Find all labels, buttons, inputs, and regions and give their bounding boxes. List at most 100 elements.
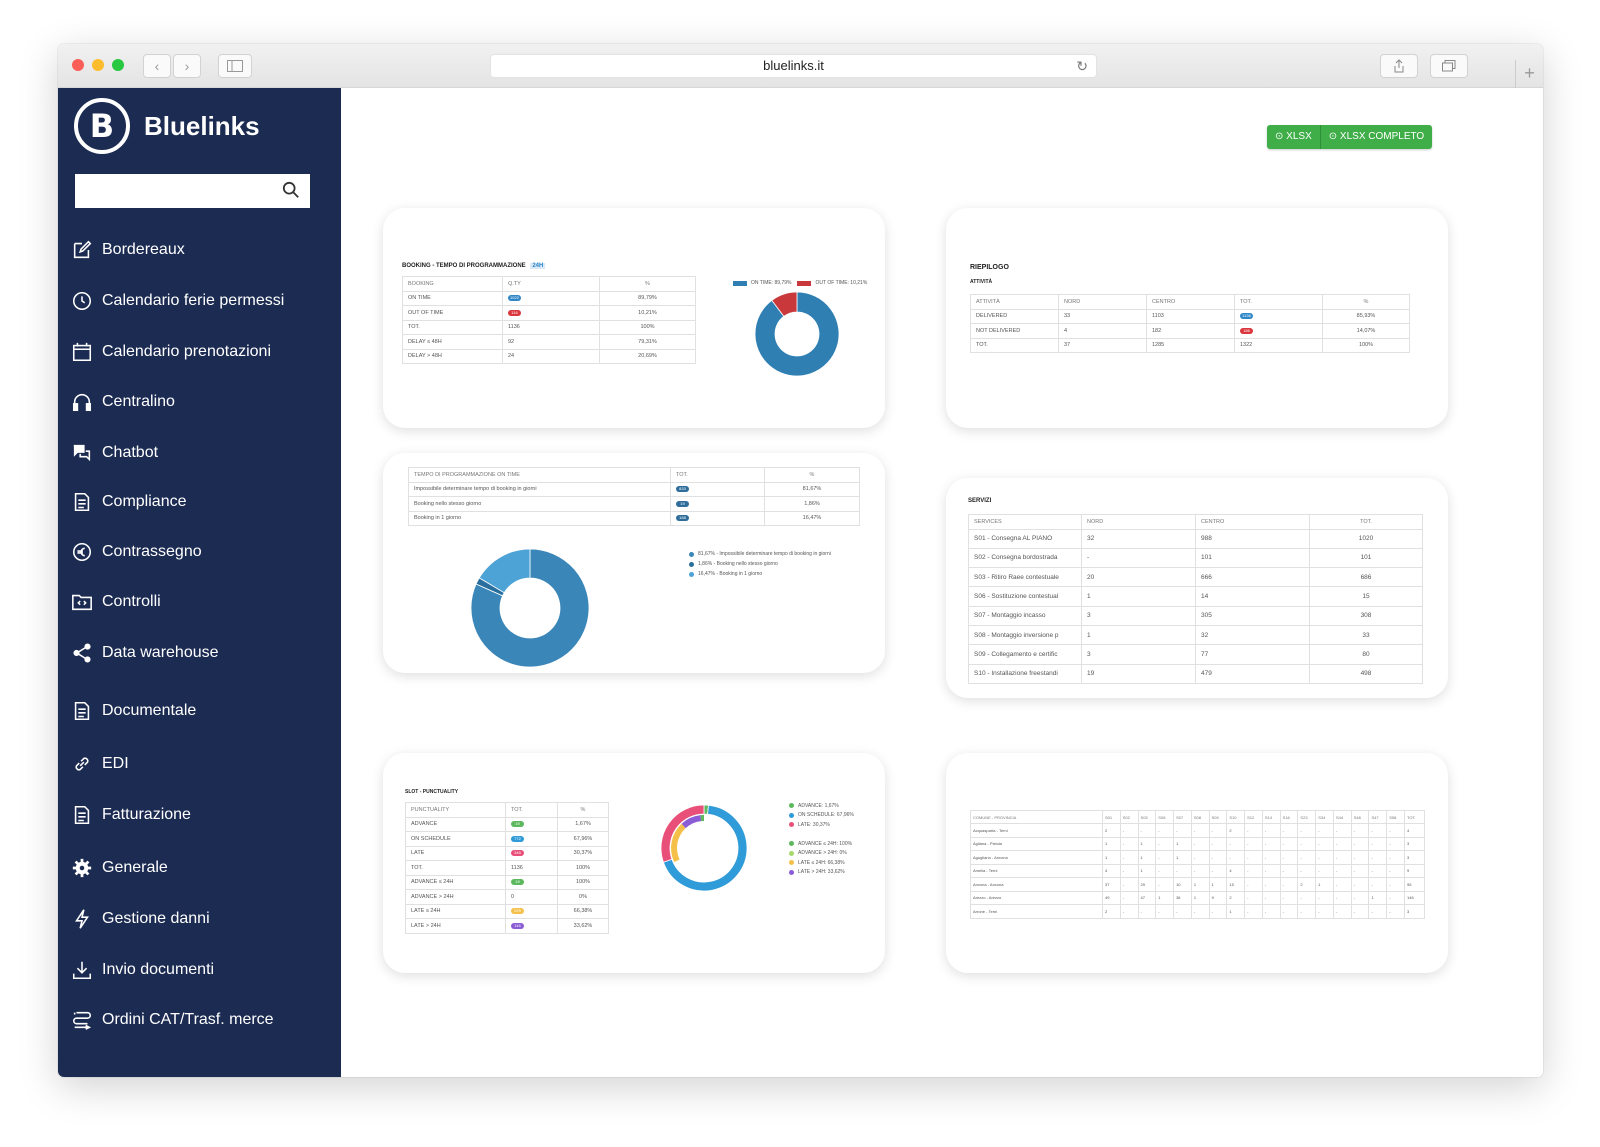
value-cell: - [1315,863,1334,878]
sidebar-item-label: Gestione danni [102,910,210,927]
xlsx-button[interactable]: ⊙ XLSX [1267,125,1321,149]
sidebar-item-chatbot[interactable]: Chatbot [70,441,158,465]
forward-button[interactable]: › [173,54,201,78]
sidebar-item-bordereaux[interactable]: Bordereaux [70,238,185,262]
value-cell: 2 [1102,823,1121,838]
search-icon[interactable] [282,181,300,199]
sidebar-item-label: Invio documenti [102,961,215,978]
sidebar-item-edi[interactable]: EDI [70,752,129,776]
minimize-window-button[interactable] [92,59,104,71]
back-button[interactable]: ‹ [143,54,171,78]
legend-item[interactable]: ON SCHEDULE: 67,96% [789,811,854,821]
sidebar-item-label: Centralino [102,393,175,410]
download-circle-icon: ⊙ [1328,131,1340,142]
value-cell: - [1350,904,1370,919]
tot-cell: 833 [670,481,765,497]
value-cell: - [1261,904,1281,919]
legend-item[interactable]: ADVANCE > 24H: 0% [789,849,852,859]
xlsx-button-label: XLSX [1286,131,1312,142]
legend-label: LATE > 24H: 33,62% [798,869,845,876]
table-header: S06 [1155,810,1175,824]
tot-cell: 19 [505,874,558,890]
slot-outer-donut-slice[interactable] [661,805,705,863]
share-button[interactable] [1380,54,1418,78]
sidebar-item-compliance[interactable]: Compliance [70,490,186,514]
sidebar-item-calendario-prenotazioni[interactable]: Calendario prenotazioni [70,340,271,364]
row-label: Agliana - Pistoia [970,836,1103,851]
reload-icon[interactable]: ↻ [1076,58,1088,74]
brand[interactable]: B Bluelinks [74,98,260,154]
booking-donut-slice[interactable] [755,292,839,376]
sidebar: B Bluelinks Bordereaux Calendario ferie … [58,88,341,1077]
legend-item[interactable]: ADVANCE ≤ 24H: 100% [789,839,852,849]
legend-item[interactable]: 1,86% - Booking nello stesso giorno [689,559,831,569]
sidebar-item-calendario-ferie[interactable]: Calendario ferie permessi [70,289,284,313]
address-bar[interactable]: bluelinks.it ↻ [490,54,1097,78]
legend-item[interactable]: LATE: 30,37% [789,820,854,830]
sidebar-item-documentale[interactable]: Documentale [70,699,196,723]
value-cell: 2 [1226,823,1246,838]
sidebar-item-data-warehouse[interactable]: Data warehouse [70,641,219,665]
slot-inner-donut-slice[interactable] [700,815,704,822]
value-cell: - [1190,823,1210,838]
table-row: S09 - Collegamento e certific 3 77 80 [968,644,1423,665]
sidebar-item-label: Controlli [102,593,161,610]
value-cell: 1 [1315,877,1334,892]
sidebar-item-label: Ordini CAT/Trasf. merce [102,1011,274,1028]
value-cell: - [1244,863,1263,878]
sidebar-item-fatturazione[interactable]: Fatturazione [70,803,191,827]
value-cell: 4 [1102,863,1121,878]
sidebar-item-centralino[interactable]: Centralino [70,390,175,414]
tabs-button[interactable] [1430,54,1468,78]
slot-inner-donut-slice[interactable] [681,815,702,829]
table-row: Agliana - Pistoia 1-1-1- - - - - - - - - - - -3 [970,836,1425,851]
slot-card: SLOT - PUNCTUALITY PUNCTUALITY TOT. % AD… [383,753,885,973]
row-label: ON TIME [402,290,503,306]
maximize-window-button[interactable] [112,59,124,71]
row-label: DELAY > 48H [402,348,503,364]
row-label: Agugliano - Ancona [970,850,1103,865]
value-cell: - [1297,836,1317,851]
row-label: ADVANCE ≤ 24H [405,874,506,890]
table-row: DELIVERED 33 1103 1136 85,93% [970,308,1410,324]
legend-item[interactable]: LATE ≤ 24H: 66,38% [789,858,852,868]
row-label: ADVANCE > 24H [405,889,506,905]
sidebar-item-invio-documenti[interactable]: Invio documenti [70,958,214,982]
servizi-title: SERVIZI [968,498,992,504]
legend-item[interactable]: 81,67% - Impossibile determinare tempo d… [689,549,831,559]
legend-item[interactable]: ADVANCE: 1,67% [789,801,854,811]
value-cell: - [1350,877,1370,892]
table-header: PUNCTUALITY [405,802,506,818]
booking-donut-slice[interactable] [771,292,798,317]
table-row: Booking in 1 giorno 168 16,47% [408,510,860,526]
sidebar-item-controlli[interactable]: Controlli [70,590,161,614]
legend-item[interactable]: ON TIME: 89,79% [733,278,791,288]
xlsx-completo-button[interactable]: ⊙ XLSX COMPLETO [1320,125,1433,149]
browser-titlebar: ‹ › bluelinks.it ↻ + [58,44,1543,88]
close-window-button[interactable] [72,59,84,71]
legend-item[interactable]: LATE > 24H: 33,62% [789,868,852,878]
centro-cell: 32 [1195,624,1310,646]
nord-cell: 1 [1081,586,1196,607]
slot-inner-donut-slice[interactable] [671,823,686,863]
sidebar-toggle-button[interactable] [218,54,252,78]
value-cell: 49 [1102,890,1121,905]
brand-name: Bluelinks [144,110,260,141]
legend-swatch [689,561,694,567]
sidebar-item-gestione-danni[interactable]: Gestione danni [70,907,210,931]
table-header: S58 [1386,810,1406,824]
value-cell: - [1279,863,1299,878]
tempo-donut-slice[interactable] [478,549,531,594]
riepilogo-title: RIEPILOGO [970,264,1009,271]
table-header: NORD [1058,294,1147,310]
value-cell: - [1279,877,1299,892]
legend-item[interactable]: OUT OF TIME: 10,21% [797,278,867,288]
tempo-donut-slice[interactable] [471,549,589,667]
legend-item[interactable]: 16,47% - Booking in 1 giorno [689,569,831,579]
sidebar-item-contrassegno[interactable]: Contrassegno [70,540,202,564]
search-input[interactable] [75,174,275,208]
sidebar-item-ordini[interactable]: Ordini CAT/Trasf. merce [70,1008,274,1032]
sidebar-item-generale[interactable]: Generale [70,856,168,880]
new-tab-button[interactable]: + [1515,60,1543,88]
table-row: Arezzo - Arezzo 49-47 1 36 1 9 2- - - - - - -1-146 [970,890,1425,905]
